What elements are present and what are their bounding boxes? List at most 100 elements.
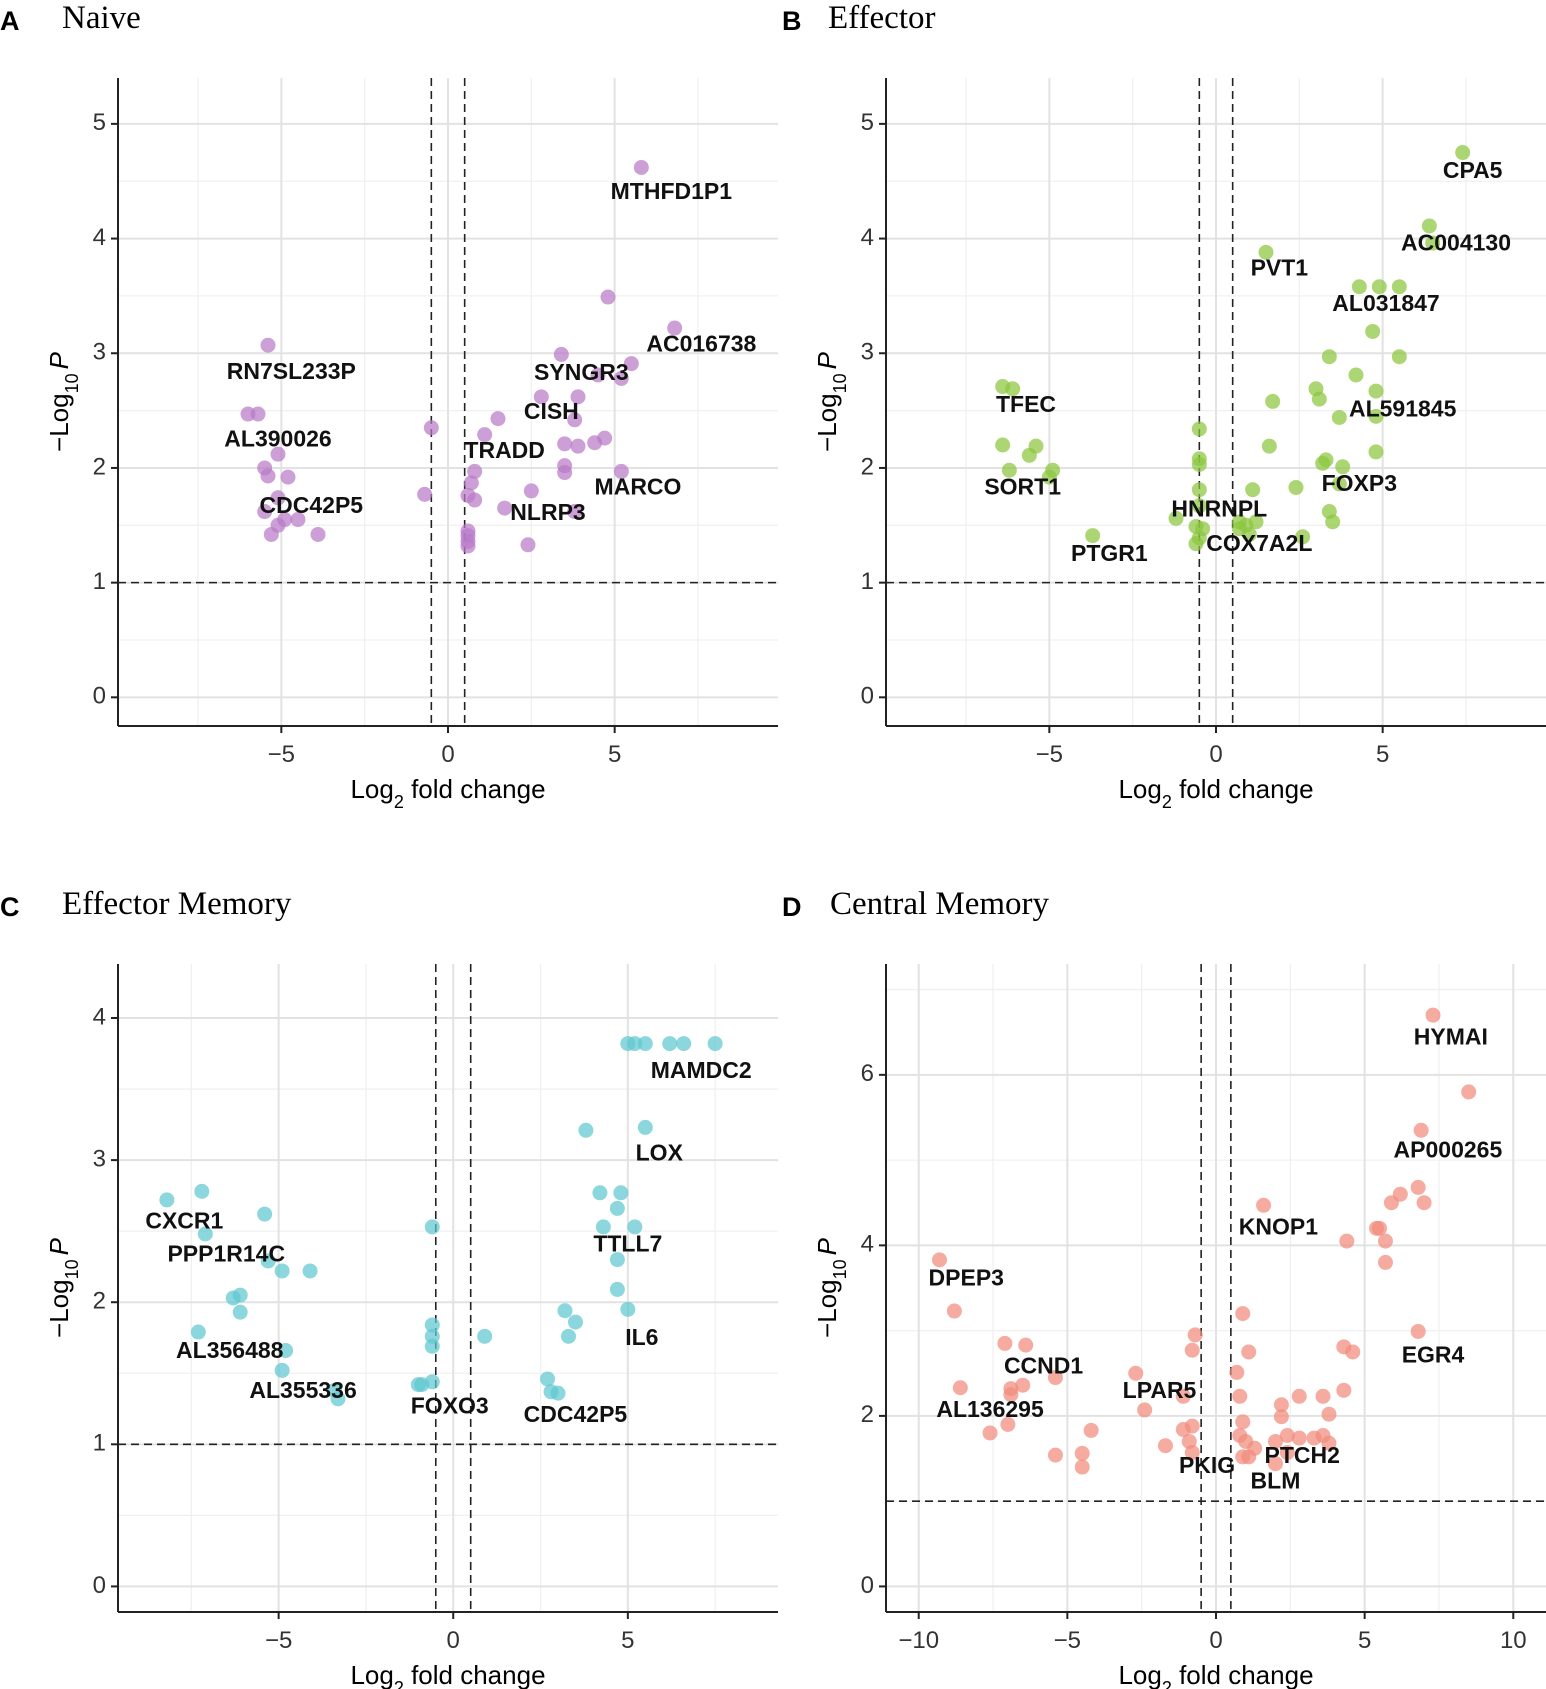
data-point: [1168, 510, 1184, 526]
x-axis-title: Log2 fold change: [1118, 774, 1313, 812]
data-point: [557, 465, 573, 481]
data-point: [1315, 1388, 1331, 1404]
gene-label: CCND1: [1004, 1352, 1083, 1378]
data-point: [609, 1281, 625, 1297]
data-point: [1345, 1344, 1361, 1360]
gene-label: PTCH2: [1265, 1442, 1340, 1468]
data-point: [1083, 1422, 1099, 1438]
y-tick-label: 5: [861, 109, 874, 136]
x-tick-label: 0: [447, 1627, 460, 1654]
data-point: [623, 356, 639, 372]
data-point: [1184, 1445, 1200, 1461]
data-point: [1015, 1377, 1031, 1393]
gene-label: PVT1: [1251, 255, 1309, 281]
y-tick-label: 4: [861, 224, 874, 251]
data-point: [952, 1380, 968, 1396]
data-point: [1291, 1430, 1307, 1446]
gene-label: CPA5: [1443, 157, 1503, 183]
x-axis-title-text: Log: [350, 774, 393, 804]
data-point: [1348, 367, 1364, 383]
data-point: [1377, 1233, 1393, 1249]
y-tick-label: 0: [861, 683, 874, 710]
data-point: [982, 1425, 998, 1441]
y-axis-title-p: P: [812, 1237, 842, 1255]
x-axis-title-rest: fold change: [404, 774, 546, 804]
data-point: [270, 446, 286, 462]
data-point: [257, 504, 273, 520]
data-point: [1273, 1409, 1289, 1425]
data-point: [1416, 1195, 1432, 1211]
x-tick-label: 5: [621, 1627, 634, 1654]
data-point: [592, 1185, 608, 1201]
gene-label: LOX: [636, 1139, 684, 1165]
data-point: [1191, 498, 1207, 514]
data-point: [197, 1226, 213, 1242]
panel-letter: D: [782, 892, 802, 922]
data-point: [1279, 1428, 1295, 1444]
data-point: [1137, 1402, 1153, 1418]
gene-label: KNOP1: [1239, 1213, 1318, 1239]
gene-label: HNRNPL: [1171, 495, 1267, 521]
y-tick-label: 0: [861, 1572, 874, 1599]
x-axis-title-rest: fold change: [1172, 1660, 1314, 1689]
gene-label: SORT1: [984, 474, 1061, 500]
data-point: [557, 436, 573, 452]
data-point: [310, 526, 326, 542]
gene-label: AP000265: [1394, 1137, 1503, 1163]
y-axis-title-p: P: [44, 351, 74, 369]
data-point: [1184, 1342, 1200, 1358]
y-axis-title: −Log10 P: [44, 1237, 82, 1338]
data-point: [190, 1324, 206, 1340]
y-tick-label: 6: [861, 1060, 874, 1087]
data-point: [1005, 381, 1021, 397]
data-point: [424, 1219, 440, 1235]
data-point: [523, 483, 539, 499]
y-axis-title: −Log10 P: [44, 351, 82, 452]
data-point: [1372, 1220, 1388, 1236]
data-point: [597, 430, 613, 446]
data-point: [1241, 1344, 1257, 1360]
data-point: [1191, 421, 1207, 437]
data-point: [270, 490, 286, 506]
gene-label: PTGR1: [1071, 540, 1148, 566]
data-point: [1085, 528, 1101, 544]
gene-label: EGR4: [1402, 1341, 1465, 1367]
gene-label: MAMDC2: [651, 1057, 752, 1083]
gene-label: PKIG: [1179, 1452, 1235, 1478]
gene-label: FOXP3: [1322, 470, 1397, 496]
data-point: [1368, 444, 1384, 460]
data-point: [490, 411, 506, 427]
data-point: [1047, 1447, 1063, 1463]
panel-letter: B: [782, 6, 802, 36]
x-axis-title: Log2 fold change: [1118, 1660, 1313, 1689]
data-point: [1267, 1433, 1283, 1449]
data-point: [1383, 1195, 1399, 1211]
data-point: [274, 1263, 290, 1279]
data-point: [1335, 459, 1351, 475]
data-point: [995, 437, 1011, 453]
x-axis-title-subscript: 2: [394, 1678, 404, 1689]
gene-label: CXCR1: [145, 1208, 223, 1234]
data-point: [557, 1303, 573, 1319]
y-axis-title-text: −Log: [812, 1279, 842, 1338]
data-point: [1321, 349, 1337, 365]
data-point: [627, 1036, 643, 1052]
data-point: [567, 412, 583, 428]
gene-label: DPEP3: [929, 1265, 1004, 1291]
gene-label: MARCO: [595, 474, 682, 500]
data-point: [1425, 1007, 1441, 1023]
y-tick-label: 5: [93, 109, 106, 136]
data-point: [1021, 447, 1037, 463]
gene-label: CDC42P5: [524, 1401, 628, 1427]
gene-label: TFEC: [996, 391, 1056, 417]
data-point: [1311, 391, 1327, 407]
x-axis-title-rest: fold change: [404, 1660, 546, 1689]
data-point: [676, 1036, 692, 1052]
data-point: [1368, 408, 1384, 424]
data-point: [1235, 1449, 1251, 1465]
data-point: [1245, 482, 1261, 498]
data-point: [477, 1328, 493, 1344]
data-point: [232, 1287, 248, 1303]
